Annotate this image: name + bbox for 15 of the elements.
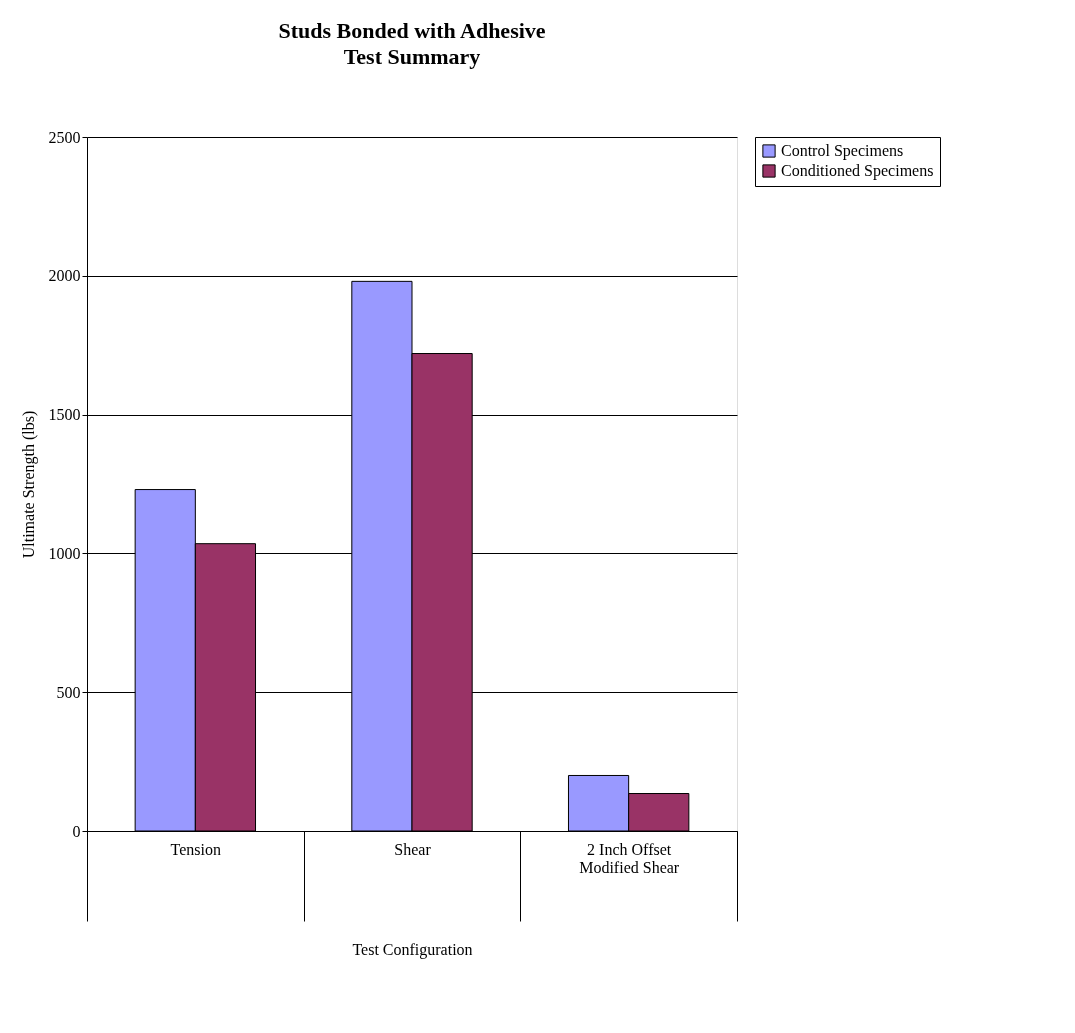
y-axis-title: Ultimate Strength (lbs) [19,410,38,559]
chart-title: Studs Bonded with Adhesive [278,18,546,43]
y-tick-label: 2500 [48,128,81,146]
y-tick-label: 1500 [48,406,81,424]
x-tick-label: 2 Inch Offset Modified Shear [579,840,680,876]
chart-subtitle: Test Summary [343,44,481,69]
y-tick-label: 0 [72,822,81,840]
legend-label: Control Specimens [781,142,904,160]
y-tick-label: 1000 [48,544,81,562]
x-tick-label: Tension [170,840,222,858]
y-tick-label: 500 [56,683,81,701]
y-tick-label: 2000 [48,267,81,285]
x-axis-title: Test Configuration [352,941,473,959]
x-tick-label: Shear [394,840,432,858]
legend-label: Conditioned Specimens [781,162,934,180]
